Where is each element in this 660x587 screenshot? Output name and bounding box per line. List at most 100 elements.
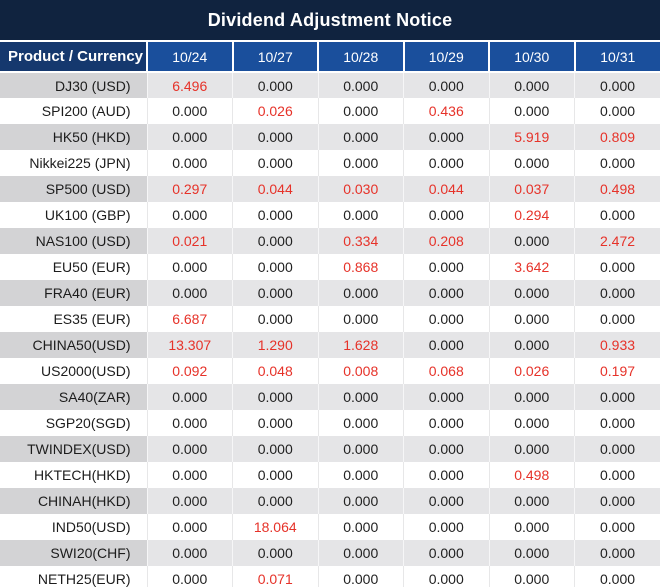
value-cell: 0.000	[488, 72, 575, 98]
value-cell: 0.000	[146, 280, 233, 306]
value-cell: 0.000	[317, 150, 404, 176]
product-cell: CHINA50(USD)	[0, 332, 147, 358]
value-cell: 0.021	[146, 228, 233, 254]
value-cell: 0.000	[146, 150, 233, 176]
product-cell: NAS100 (USD)	[0, 228, 147, 254]
value-cell: 0.068	[403, 358, 489, 384]
value-cell: 0.000	[488, 280, 575, 306]
value-cell: 0.000	[232, 306, 318, 332]
value-cell: 0.000	[317, 410, 404, 436]
value-cell: 0.000	[574, 540, 660, 566]
value-cell: 0.044	[232, 176, 318, 202]
value-cell: 0.000	[574, 514, 660, 540]
value-cell: 0.000	[574, 254, 660, 280]
table-row: TWINDEX(USD) 0.000 0.000 0.000 0.000 0.000 0.0…	[0, 436, 660, 462]
value-cell: 0.000	[232, 462, 318, 488]
value-cell: 0.868	[317, 254, 404, 280]
value-cell: 0.000	[488, 98, 575, 124]
table-row: SWI20(CHF) 0.000 0.000 0.000 0.000 0.000 0.000	[0, 540, 660, 566]
value-cell: 0.026	[232, 98, 318, 124]
value-cell: 0.000	[403, 436, 489, 462]
value-cell: 0.000	[488, 436, 575, 462]
value-cell: 0.000	[146, 540, 233, 566]
value-cell: 0.000	[146, 410, 233, 436]
value-cell: 0.000	[232, 540, 318, 566]
product-cell: ES35 (EUR)	[0, 306, 147, 332]
value-cell: 0.000	[403, 254, 489, 280]
value-cell: 6.496	[146, 72, 233, 98]
table-row: EU50 (EUR) 0.000 0.000 0.868 0.000 3.642 0.000	[0, 254, 660, 280]
date-column-header: 10/24	[146, 40, 233, 73]
value-cell: 13.307	[146, 332, 233, 358]
value-cell: 0.436	[403, 98, 489, 124]
value-cell: 0.000	[403, 566, 489, 587]
value-cell: 0.000	[317, 202, 404, 228]
table-row: SP500 (USD) 0.297 0.044 0.030 0.044 0.037 0.49…	[0, 176, 660, 202]
value-cell: 0.000	[232, 150, 318, 176]
value-cell: 0.000	[232, 72, 318, 98]
date-column-header: 10/27	[231, 40, 318, 73]
value-cell: 0.000	[488, 410, 575, 436]
value-cell: 0.030	[317, 176, 404, 202]
product-cell: TWINDEX(USD)	[0, 436, 147, 462]
value-cell: 0.000	[574, 98, 660, 124]
value-cell: 0.000	[317, 462, 404, 488]
value-cell: 0.000	[574, 202, 660, 228]
value-cell: 0.000	[317, 540, 404, 566]
product-cell: HK50 (HKD)	[0, 124, 147, 150]
value-cell: 0.000	[317, 280, 404, 306]
table-row: SA40(ZAR) 0.000 0.000 0.000 0.000 0.000 0.000	[0, 384, 660, 410]
value-cell: 0.000	[146, 124, 233, 150]
value-cell: 0.000	[574, 410, 660, 436]
value-cell: 0.000	[574, 488, 660, 514]
product-cell: IND50(USD)	[0, 514, 147, 540]
value-cell: 0.000	[146, 514, 233, 540]
product-cell: Nikkei225 (JPN)	[0, 150, 147, 176]
value-cell: 0.000	[574, 150, 660, 176]
date-column-header: 10/31	[573, 40, 660, 73]
value-cell: 0.000	[403, 540, 489, 566]
value-cell: 0.000	[146, 98, 233, 124]
value-cell: 0.000	[232, 124, 318, 150]
value-cell: 0.000	[403, 384, 489, 410]
value-cell: 0.000	[403, 306, 489, 332]
product-cell: UK100 (GBP)	[0, 202, 147, 228]
value-cell: 0.000	[317, 124, 404, 150]
value-cell: 0.000	[488, 540, 575, 566]
value-cell: 0.000	[403, 488, 489, 514]
value-cell: 0.000	[317, 98, 404, 124]
value-cell: 0.000	[403, 462, 489, 488]
table-row: NAS100 (USD) 0.021 0.000 0.334 0.208 0.000 2.4…	[0, 228, 660, 254]
value-cell: 0.000	[146, 566, 233, 587]
value-cell: 3.642	[488, 254, 575, 280]
value-cell: 0.000	[317, 384, 404, 410]
value-cell: 0.000	[317, 488, 404, 514]
value-cell: 0.000	[146, 488, 233, 514]
value-cell: 0.000	[403, 332, 489, 358]
date-column-header: 10/30	[488, 40, 575, 73]
value-cell: 0.000	[403, 410, 489, 436]
value-cell: 0.000	[232, 202, 318, 228]
value-cell: 0.000	[403, 124, 489, 150]
product-cell: CHINAH(HKD)	[0, 488, 147, 514]
value-cell: 0.071	[232, 566, 318, 587]
value-cell: 0.000	[317, 306, 404, 332]
value-cell: 0.297	[146, 176, 233, 202]
value-cell: 0.048	[232, 358, 318, 384]
product-cell: SP500 (USD)	[0, 176, 147, 202]
value-cell: 0.000	[488, 332, 575, 358]
date-column-header: 10/29	[402, 40, 489, 73]
table-row: HKTECH(HKD) 0.000 0.000 0.000 0.000 0.498 0.00…	[0, 462, 660, 488]
value-cell: 18.064	[232, 514, 318, 540]
value-cell: 0.000	[574, 72, 660, 98]
value-cell: 0.026	[488, 358, 575, 384]
column-header-row: Product / Currency 10/24 10/27 10/28 10/29 1…	[0, 40, 660, 73]
value-cell: 0.000	[232, 384, 318, 410]
value-cell: 0.000	[317, 514, 404, 540]
product-cell: HKTECH(HKD)	[0, 462, 147, 488]
value-cell: 0.000	[232, 436, 318, 462]
value-cell: 0.000	[403, 72, 489, 98]
value-cell: 0.000	[488, 514, 575, 540]
title-row: Dividend Adjustment Notice	[0, 0, 660, 41]
value-cell: 0.334	[317, 228, 404, 254]
